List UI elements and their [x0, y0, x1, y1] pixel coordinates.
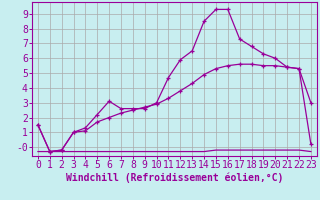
X-axis label: Windchill (Refroidissement éolien,°C): Windchill (Refroidissement éolien,°C) [66, 173, 283, 183]
